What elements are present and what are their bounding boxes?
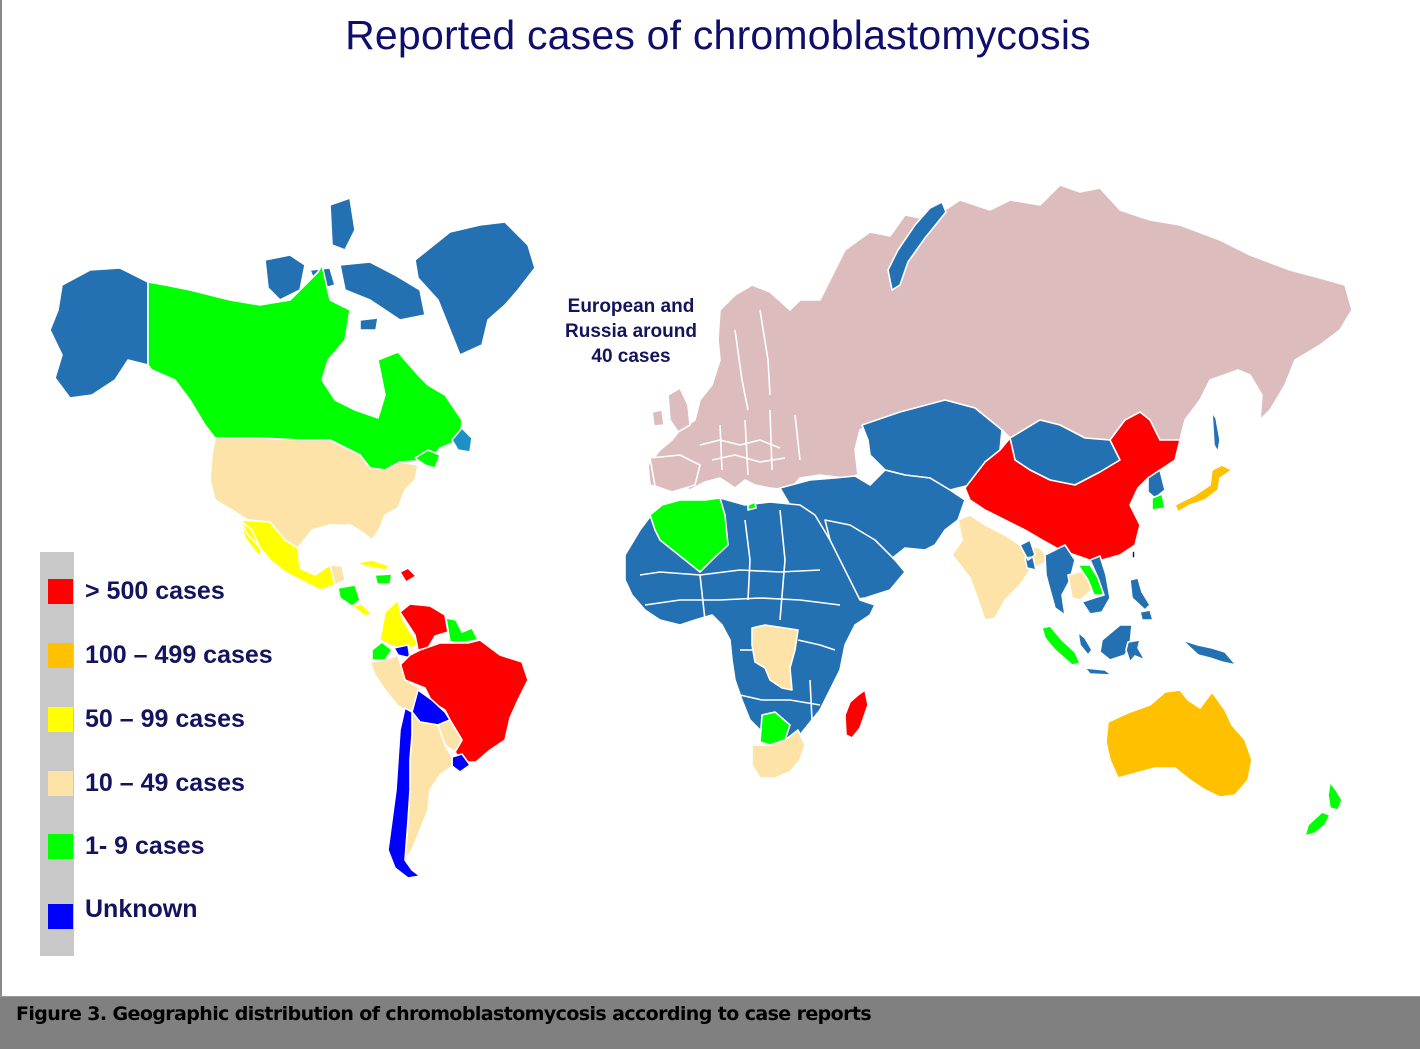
region-greenland [414,221,536,356]
legend-swatch-yellow [48,706,73,732]
region-south-africa [751,729,806,779]
region-central-america [337,584,361,607]
legend-swatch-green [48,833,73,859]
region-dominican-republic [399,567,417,583]
region-new-zealand [1304,781,1343,837]
world-map [49,184,1353,879]
region-new-guinea [1181,639,1237,666]
region-japan [1174,464,1233,513]
legend-item-unknown: Unknown [48,895,198,929]
region-china [964,411,1181,563]
legend-item-over-500: > 500 cases [48,576,225,606]
region-dr-congo [751,624,799,691]
region-ecuador [371,641,393,661]
legend-label: 100 – 499 cases [85,641,273,669]
region-novaya-zemlya [887,201,947,291]
region-cuba [355,559,391,571]
region-sakhalin [1211,411,1221,453]
europe-russia-annotation: European and Russia around 40 cases [565,296,697,367]
region-tunisia [747,501,757,511]
region-panama [351,603,373,617]
europe-borders [699,309,801,476]
region-chile [387,707,421,879]
region-uk [651,387,691,433]
legend-swatch-red [48,578,73,604]
region-myanmar [1044,544,1076,616]
region-iberia [649,454,701,493]
figure-caption: Figure 3. Geographic distribution of chr… [16,1003,872,1025]
region-bangladesh [1019,539,1037,571]
left-border [0,0,2,996]
region-jamaica [374,573,393,585]
region-alaska [49,267,149,399]
region-taiwan [1131,549,1136,559]
legend-label: Unknown [85,895,198,923]
region-south-korea [1151,493,1166,511]
caption-bar: Figure 3. Geographic distribution of chr… [0,996,1420,1049]
legend-swatch-blue [48,903,73,929]
region-vietnam-cambodia [1081,555,1111,615]
region-newfoundland [451,427,473,453]
map-title: Reported cases of chromoblastomycosis [345,12,1091,58]
region-guatemala [329,564,346,586]
region-sumatra [1041,625,1081,666]
region-australia [1105,689,1253,798]
legend-label: 50 – 99 cases [85,705,245,733]
region-java [1084,667,1113,676]
africa-borders [639,509,841,736]
legend-swatch-orange [48,642,73,668]
region-philippines [1129,577,1154,621]
region-maritimes [414,449,441,469]
region-malaysia [1077,631,1093,656]
region-venezuela [399,603,449,651]
legend-label: > 500 cases [85,577,225,605]
legend-label: 10 – 49 cases [85,769,245,797]
region-usa [209,437,419,549]
region-algeria [649,497,729,573]
legend-item-100-499: 100 – 499 cases [48,640,273,670]
region-sulawesi [1125,639,1146,663]
region-brazil [399,639,529,763]
legend-swatch-beige [48,770,73,796]
legend-item-50-99: 50 – 99 cases [48,704,245,734]
legend-label: 1- 9 cases [85,832,205,860]
legend-item-10-49: 10 – 49 cases [48,768,245,798]
legend-bar [40,552,74,956]
region-madagascar [844,689,869,739]
region-guianas [445,617,479,643]
legend-item-1-9: 1- 9 cases [48,831,205,861]
region-india [951,514,1051,621]
